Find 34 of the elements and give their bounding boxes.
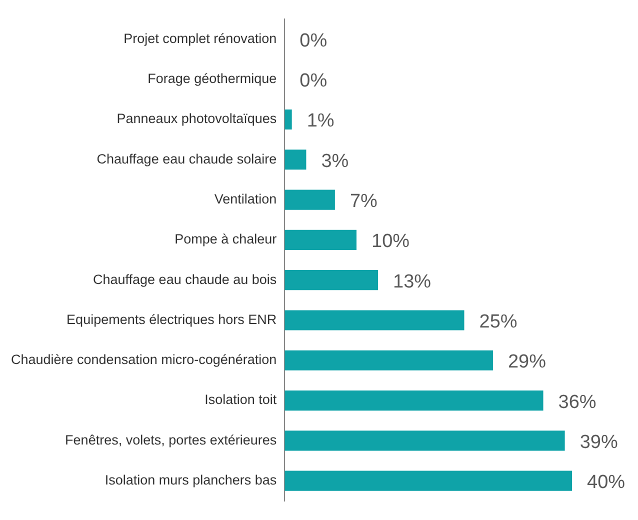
bar (284, 430, 565, 451)
bar (284, 350, 493, 370)
bar (284, 470, 572, 491)
bar (284, 190, 335, 210)
bar (284, 390, 544, 411)
data-label: 0% (300, 70, 328, 92)
y-tick-label: Equipements électriques hors ENR (66, 312, 277, 327)
y-tick-label: Fenêtres, volets, portes extérieures (65, 432, 277, 448)
y-tick-label: Isolation murs planchers bas (104, 472, 277, 488)
y-tick-label: Pompe à chaleur (174, 232, 278, 247)
y-tick-label: Chauffage eau chaude solaire (96, 151, 277, 166)
data-label: 10% (371, 231, 410, 252)
y-tick-label: Forage géothermique (148, 71, 277, 86)
data-label: 39% (580, 432, 618, 453)
y-tick-label: Projet complet rénovation (124, 30, 277, 46)
y-tick-label: Chauffage eau chaude au bois (93, 272, 277, 287)
data-label: 1% (306, 110, 334, 132)
bar (284, 270, 378, 290)
data-label: 40% (587, 472, 626, 494)
data-label: 3% (321, 150, 349, 172)
y-tick-label: Panneaux photovoltaïques (116, 111, 277, 126)
y-tick-label: Isolation toit (204, 392, 277, 408)
bar (284, 310, 464, 330)
y-tick-label: Chaudière condensation micro-cogénération (10, 352, 277, 368)
data-label: 25% (479, 311, 518, 332)
data-label: 29% (508, 352, 546, 373)
bar (284, 109, 292, 130)
data-label: 36% (558, 392, 596, 413)
data-label: 13% (393, 271, 432, 292)
data-label: 0% (300, 30, 328, 52)
y-tick-label: Ventilation (214, 191, 277, 206)
bar (284, 230, 356, 250)
bar (284, 150, 306, 170)
data-label: 7% (350, 191, 378, 212)
